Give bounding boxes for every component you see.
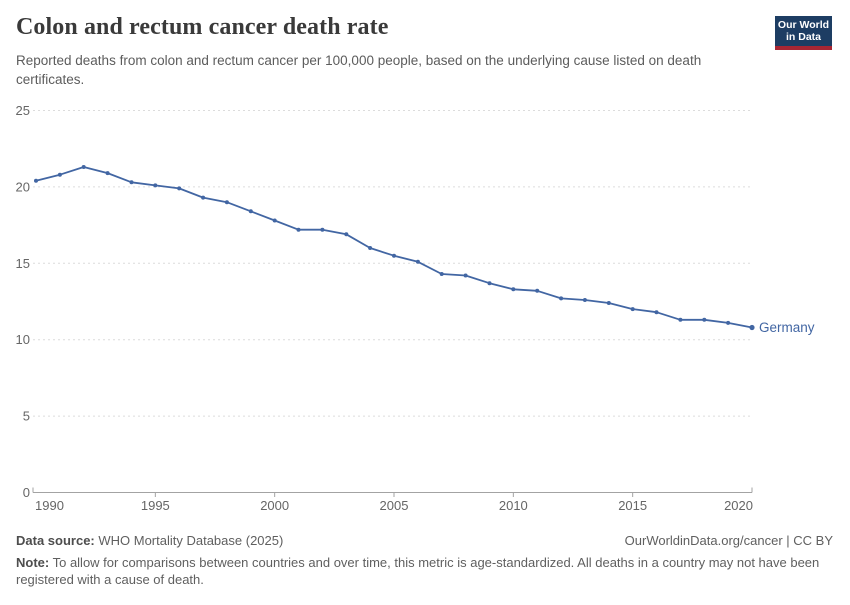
svg-text:1990: 1990 (35, 498, 64, 513)
attribution: OurWorldinData.org/cancer | CC BY (625, 532, 833, 550)
svg-text:2020: 2020 (724, 498, 753, 513)
svg-text:2010: 2010 (499, 498, 528, 513)
owid-logo-red-bar (775, 46, 832, 50)
svg-text:1995: 1995 (141, 498, 170, 513)
y-gridlines (33, 110, 752, 417)
svg-text:5: 5 (23, 409, 30, 424)
note-value: To allow for comparisons between countri… (16, 554, 820, 588)
svg-text:2000: 2000 (260, 498, 289, 513)
owid-logo: Our World in Data (775, 16, 832, 50)
y-axis-labels: 0 5 10 15 20 25 (16, 103, 30, 500)
svg-text:2015: 2015 (618, 498, 647, 513)
data-source-value: WHO Mortality Database (2025) (94, 533, 284, 548)
owid-link[interactable]: OurWorldinData.org/cancer (624, 533, 783, 548)
svg-text:10: 10 (16, 332, 30, 347)
svg-text:20: 20 (16, 179, 30, 194)
note-label: Note: (16, 554, 50, 570)
attribution-separator: | (782, 533, 794, 548)
chart-header: Colon and rectum cancer death rate Repor… (16, 13, 766, 89)
chart-note: Note: To allow for comparisons between c… (16, 554, 833, 589)
data-source: Data source: WHO Mortality Database (202… (16, 532, 283, 550)
svg-text:15: 15 (16, 256, 30, 271)
svg-text:2005: 2005 (380, 498, 409, 513)
series-label-germany: Germany (759, 320, 815, 335)
data-source-label: Data source: (16, 533, 95, 548)
svg-text:25: 25 (16, 103, 30, 118)
x-axis: 1990 1995 2000 2005 2010 2015 2020 (32, 487, 753, 513)
chart-subtitle: Reported deaths from colon and rectum ca… (16, 52, 702, 87)
series-germany: Germany (34, 165, 815, 335)
chart-footer: Data source: WHO Mortality Database (202… (16, 532, 833, 589)
page-title: Colon and rectum cancer death rate (16, 14, 389, 40)
owid-logo-text: Our World in Data (777, 18, 830, 43)
svg-text:0: 0 (23, 485, 30, 500)
license-label: CC BY (793, 533, 833, 548)
